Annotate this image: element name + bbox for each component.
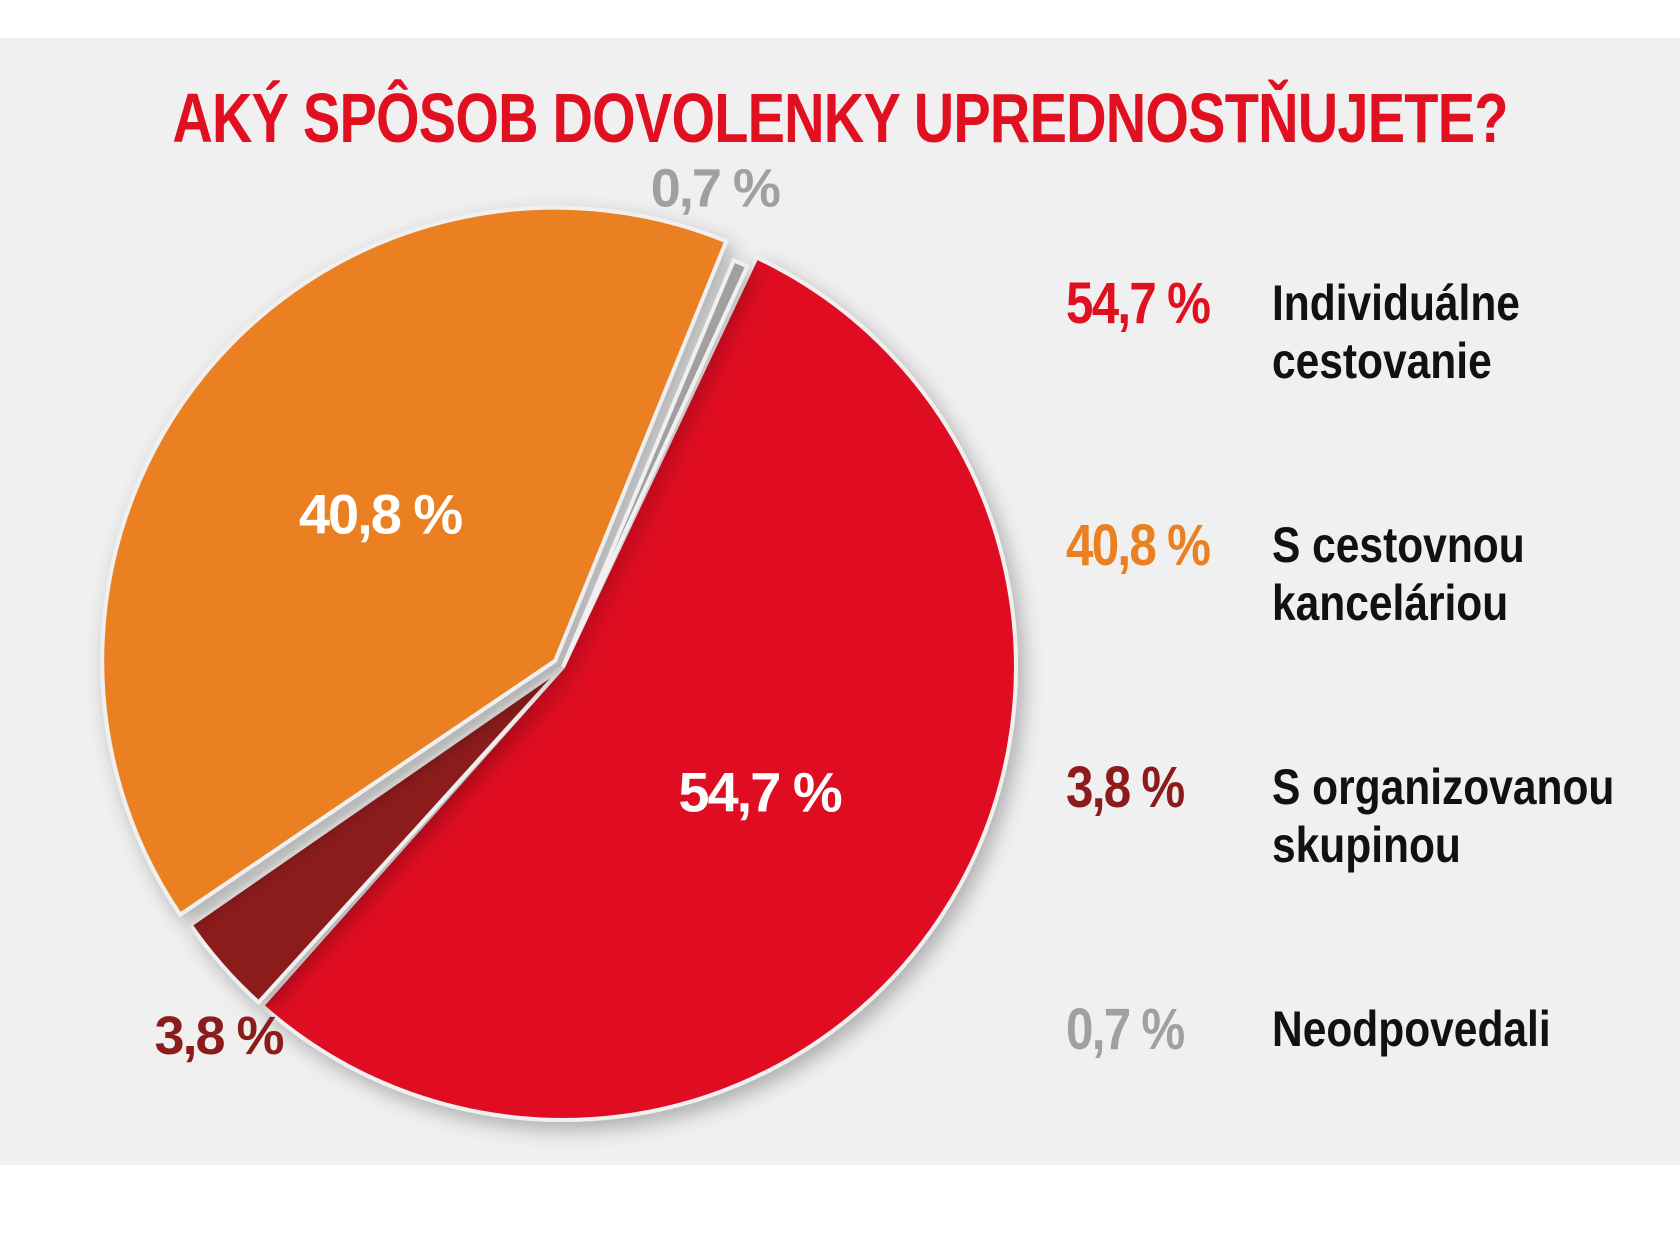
pie-slices bbox=[100, 205, 1018, 1122]
pie-slice-label: 40,8 % bbox=[299, 482, 463, 545]
legend-label: S cestovnou kanceláriou bbox=[1272, 517, 1525, 631]
pie-slice-label: 0,7 % bbox=[651, 159, 780, 219]
pie-slice bbox=[259, 254, 1018, 1122]
pie-slice-label: 3,8 % bbox=[154, 1006, 283, 1066]
legend-value: 40,8 % bbox=[1066, 513, 1211, 578]
legend-value: 3,8 % bbox=[1066, 755, 1185, 820]
legend-label: Neodpovedali bbox=[1272, 1001, 1551, 1057]
pie-slice bbox=[187, 665, 565, 1006]
pie-slice bbox=[561, 257, 750, 668]
legend-label: S organizovanou skupinou bbox=[1272, 759, 1615, 873]
legend-value: 54,7 % bbox=[1066, 271, 1211, 336]
legend-label: Individuálne cestovanie bbox=[1272, 275, 1520, 389]
pie-slice-label: 54,7 % bbox=[678, 761, 842, 824]
chart-title: AKÝ SPÔSOB DOVOLENKY UPREDNOSTŇUJETE? bbox=[172, 79, 1508, 157]
pie-slice bbox=[100, 205, 729, 918]
pie-labels: 54,7 % 3,8 % 40,8 % 0,7 % bbox=[154, 159, 843, 1066]
legend-value: 0,7 % bbox=[1066, 997, 1185, 1062]
